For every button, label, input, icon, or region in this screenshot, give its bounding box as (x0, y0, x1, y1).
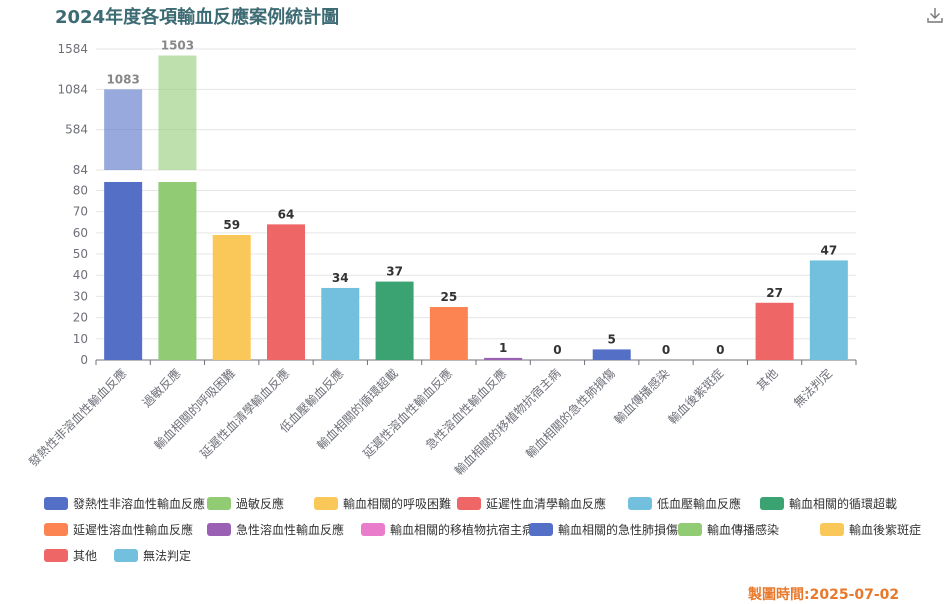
legend-item[interactable]: 輸血相關的急性肺損傷 (529, 522, 678, 538)
bar (321, 287, 360, 360)
legend-item[interactable]: 輸血相關的循環超載 (760, 496, 897, 512)
y-tick-label: 0 (80, 353, 88, 367)
x-tick-label: 延遲性溶血性輸血反應 (360, 366, 455, 461)
legend-item[interactable]: 延遲性溶血性輸血反應 (44, 522, 193, 538)
legend-item[interactable]: 過敏反應 (207, 496, 284, 512)
legend-label: 輸血相關的移植物抗宿主病 (390, 523, 535, 537)
x-tick-label: 發熱性非溶血性輸血反應 (25, 366, 129, 470)
bar (429, 307, 468, 360)
y-tick-label: 80 (73, 183, 88, 197)
legend-swatch (44, 523, 68, 536)
bar-upper (104, 89, 143, 170)
data-label: 25 (441, 290, 458, 304)
legend-label: 輸血傳播感染 (707, 523, 780, 537)
legend-swatch (678, 523, 702, 536)
legend-label: 輸血後紫斑症 (849, 523, 922, 537)
legend-swatch (820, 523, 844, 536)
bar (375, 281, 414, 360)
download-icon[interactable] (926, 6, 944, 24)
data-label: 5 (608, 332, 616, 346)
data-label: 0 (553, 343, 561, 357)
bar (809, 260, 848, 360)
y-tick-label: 70 (73, 205, 88, 219)
x-tick-label: 輸血傳播感染 (611, 366, 673, 428)
legend-label: 其他 (73, 549, 98, 563)
legend-label: 無法判定 (143, 549, 192, 563)
y-tick-label: 30 (73, 289, 88, 303)
data-label: 59 (223, 218, 240, 232)
legend-label: 輸血相關的呼吸困難 (343, 497, 452, 511)
legend-swatch (314, 497, 338, 510)
x-tick-label: 過敏反應 (139, 366, 184, 411)
legend-swatch (760, 497, 784, 510)
bar (267, 224, 305, 360)
data-label: 0 (716, 343, 724, 357)
legend-swatch (207, 523, 231, 536)
legend-label: 低血壓輸血反應 (657, 497, 742, 511)
legend-label: 輸血相關的循環超載 (789, 497, 898, 511)
y-tick-label: 1084 (57, 82, 88, 96)
legend-swatch (44, 497, 68, 510)
y-tick-label: 584 (65, 123, 88, 137)
legend-label: 急性溶血性輸血反應 (236, 523, 345, 537)
legend-item[interactable]: 其他 (44, 548, 97, 564)
bar (592, 349, 631, 360)
legend-item[interactable]: 輸血傳播感染 (678, 522, 779, 538)
footer-timestamp: 製圖時間:2025-07-02 (748, 587, 900, 603)
data-label: 0 (662, 343, 670, 357)
legend-swatch (457, 497, 481, 510)
bar (755, 302, 794, 360)
bar-chart: 0102030405060708084584108415841083發熱性非溶血… (25, 39, 857, 478)
data-label: 1503 (161, 39, 194, 53)
x-tick-label: 輸血相關的急性肺損傷 (522, 366, 617, 461)
legend-item[interactable]: 輸血相關的呼吸困難 (314, 496, 451, 512)
x-tick-label: 其他 (754, 366, 781, 393)
legend-swatch (529, 523, 553, 536)
legend-item[interactable]: 輸血相關的移植物抗宿主病 (361, 522, 534, 538)
legend-label: 過敏反應 (236, 497, 285, 511)
legend-item[interactable]: 輸血後紫斑症 (820, 522, 921, 538)
legend-item[interactable]: 延遲性血清學輸血反應 (457, 496, 606, 512)
legend-label: 發熱性非溶血性輸血反應 (73, 497, 206, 511)
legend-label: 延遲性血清學輸血反應 (486, 497, 607, 511)
bar (104, 182, 143, 360)
data-label: 47 (821, 243, 838, 257)
x-tick-label: 延遲性血清學輸血反應 (197, 366, 292, 461)
y-tick-label: 84 (73, 163, 88, 177)
legend-item[interactable]: 無法判定 (114, 548, 191, 564)
bar (484, 357, 523, 360)
x-tick-label: 無法判定 (790, 366, 835, 411)
legend-label: 輸血相關的急性肺損傷 (558, 523, 679, 537)
legend-item[interactable]: 急性溶血性輸血反應 (207, 522, 344, 538)
x-tick-label: 輸血相關的移植物抗宿主病 (451, 366, 563, 478)
data-label: 64 (278, 207, 295, 221)
data-label: 34 (332, 271, 349, 285)
x-tick-label: 輸血後紫斑症 (665, 366, 727, 428)
data-label: 27 (766, 286, 783, 300)
legend-label: 延遲性溶血性輸血反應 (73, 523, 194, 537)
y-tick-label: 20 (73, 311, 88, 325)
legend-swatch (628, 497, 652, 510)
legend-swatch (114, 549, 138, 562)
y-tick-label: 50 (73, 247, 88, 261)
data-label: 37 (386, 265, 403, 279)
chart-title: 2024年度各項輸血反應案例統計圖 (55, 7, 340, 28)
y-tick-label: 1584 (57, 42, 88, 56)
data-label: 1083 (106, 72, 139, 86)
legend-swatch (44, 549, 68, 562)
data-label: 1 (499, 341, 507, 355)
legend-item[interactable]: 發熱性非溶血性輸血反應 (44, 496, 205, 512)
y-tick-label: 60 (73, 226, 88, 240)
y-tick-label: 40 (73, 268, 88, 282)
bar-upper (158, 55, 197, 171)
legend-item[interactable]: 低血壓輸血反應 (628, 496, 741, 512)
bar (212, 234, 251, 360)
legend-swatch (361, 523, 385, 536)
bar (158, 182, 197, 360)
y-tick-label: 10 (73, 332, 88, 346)
legend-swatch (207, 497, 231, 510)
